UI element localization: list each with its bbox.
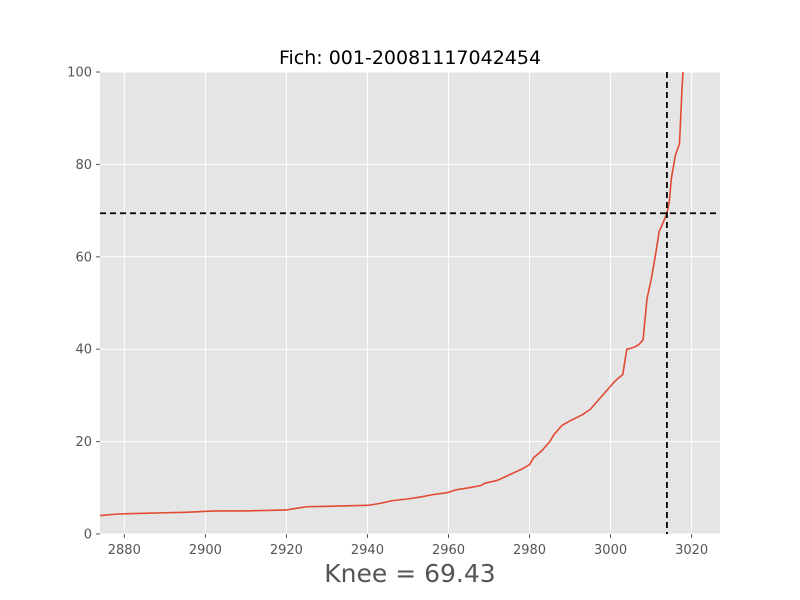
knee-label: Knee = 69.43 [324, 559, 495, 588]
y-tick-label: 0 [84, 528, 92, 543]
plot-area [100, 72, 720, 534]
chart-title: Fich: 001-20081117042454 [279, 47, 541, 69]
x-tick-label: 2880 [108, 543, 141, 558]
y-tick-label: 80 [75, 158, 92, 173]
x-tick-label: 3020 [675, 543, 708, 558]
y-tick-label: 40 [75, 343, 92, 358]
x-tick-label: 2960 [432, 543, 465, 558]
plot-content [100, 72, 720, 534]
y-tick-label: 100 [67, 66, 92, 81]
x-tick-label: 2940 [351, 543, 384, 558]
x-tick-label: 2900 [189, 543, 222, 558]
x-tick-label: 3000 [594, 543, 627, 558]
series-line-curve [100, 72, 684, 517]
y-tick-label: 20 [75, 435, 92, 450]
x-tick-label: 2980 [513, 543, 546, 558]
x-tick-label: 2920 [270, 543, 303, 558]
grid-lines [100, 71, 720, 535]
axis-ticks: 2880 2900 2920 2940 2960 2980 3000 3020 0 20 40 60 8… [67, 66, 708, 559]
y-tick-label: 60 [75, 250, 92, 265]
